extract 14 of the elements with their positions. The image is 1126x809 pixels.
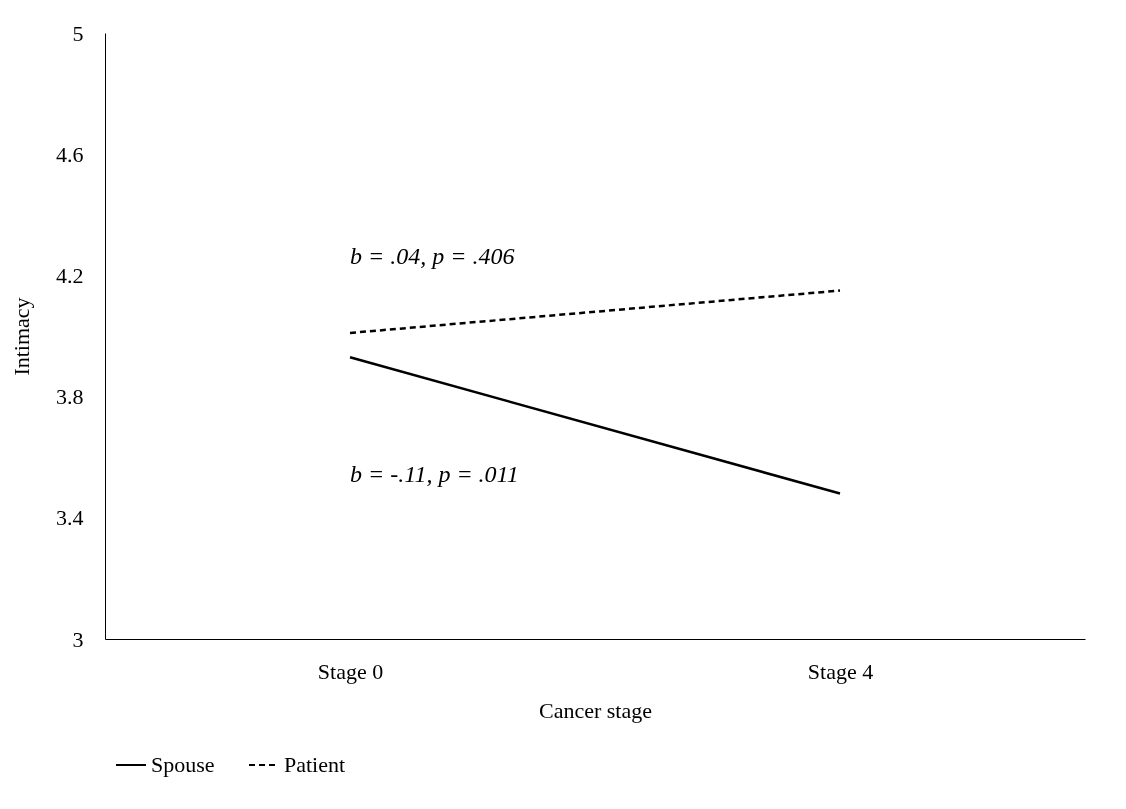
y-tick-label: 3.8 [56, 384, 84, 410]
x-tick-label: Stage 0 [317, 658, 384, 684]
annotation: b = .04, p = .406 [350, 243, 515, 270]
y-tick-label: 3.4 [56, 505, 84, 531]
legend-label: Patient [284, 752, 346, 777]
annotation: b = -.11, p = .011 [350, 461, 519, 488]
x-tick-label: Stage 4 [807, 658, 874, 684]
y-tick-label: 4.2 [56, 262, 84, 288]
x-axis-title: Cancer stage [539, 697, 652, 723]
y-tick-label: 3 [72, 626, 84, 652]
y-tick-label: 5 [72, 20, 84, 46]
y-tick-label: 4.6 [56, 141, 84, 167]
legend-label: Spouse [151, 752, 215, 777]
y-axis-title: Intimacy [9, 297, 34, 376]
